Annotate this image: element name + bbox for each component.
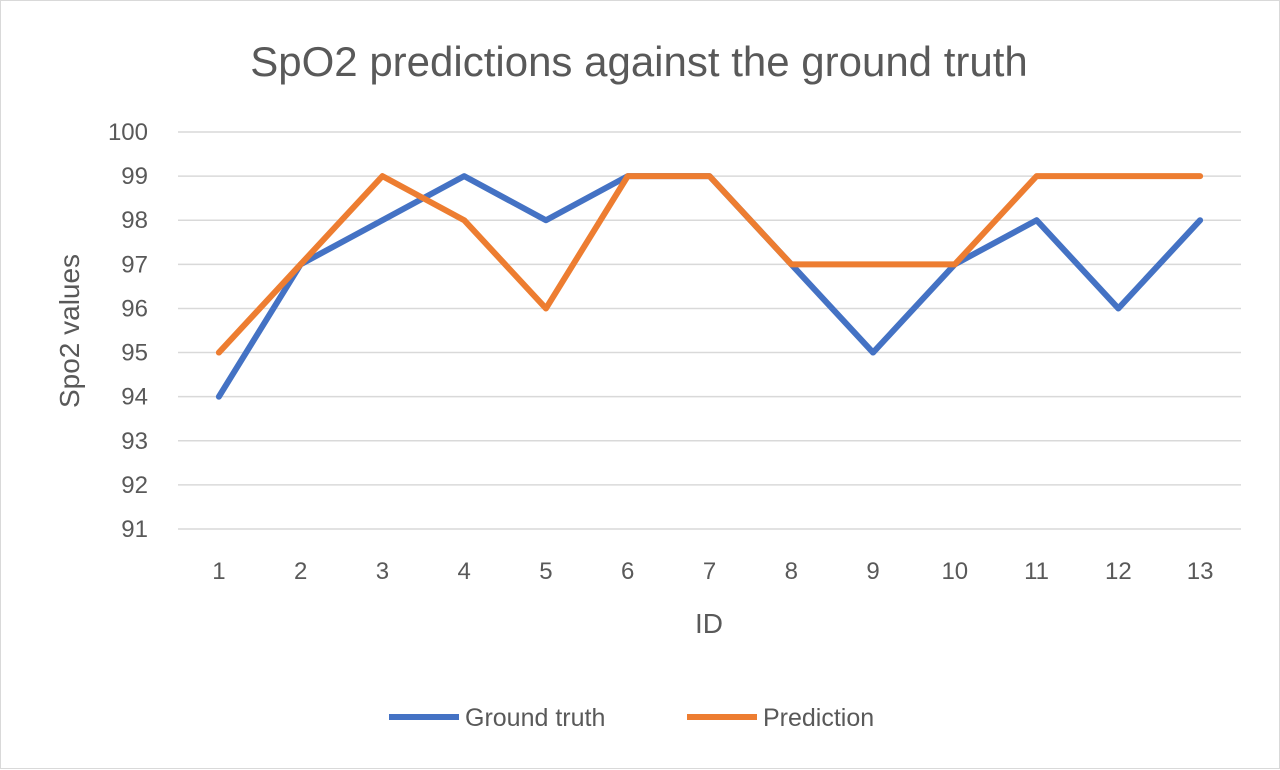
x-tick-label: 11 (1024, 558, 1049, 585)
x-axis-title: ID (695, 608, 723, 639)
y-tick-label: 96 (121, 295, 148, 322)
y-tick-label: 91 (121, 516, 148, 543)
legend-label: Ground truth (465, 704, 605, 732)
x-tick-label: 3 (376, 558, 389, 585)
series-lines (219, 176, 1200, 397)
chart-title: SpO2 predictions against the ground trut… (250, 38, 1028, 85)
legend: Ground truth Prediction (389, 704, 874, 732)
x-tick-label: 8 (785, 558, 798, 585)
x-tick-label: 5 (539, 558, 552, 585)
y-tick-label: 92 (121, 472, 148, 499)
x-tick-label: 13 (1187, 558, 1214, 585)
y-axis-ticks: 91 92 93 94 95 96 97 98 99 100 (108, 119, 148, 543)
y-axis-title: Spo2 values (54, 254, 85, 408)
y-tick-label: 97 (121, 251, 148, 278)
y-tick-label: 95 (121, 340, 148, 367)
legend-label: Prediction (763, 704, 874, 732)
x-tick-label: 7 (703, 558, 716, 585)
series-line-0 (219, 176, 1200, 397)
y-tick-label: 93 (121, 428, 148, 455)
x-tick-label: 2 (294, 558, 307, 585)
x-tick-label: 4 (458, 558, 471, 585)
y-tick-label: 99 (121, 163, 148, 190)
y-tick-label: 94 (121, 384, 148, 411)
x-tick-label: 1 (212, 558, 225, 585)
x-tick-label: 9 (866, 558, 879, 585)
x-tick-label: 6 (621, 558, 634, 585)
x-tick-label: 12 (1105, 558, 1132, 585)
gridlines (178, 132, 1241, 529)
y-tick-label: 100 (108, 119, 148, 146)
x-tick-label: 10 (941, 558, 968, 585)
y-tick-label: 98 (121, 207, 148, 234)
